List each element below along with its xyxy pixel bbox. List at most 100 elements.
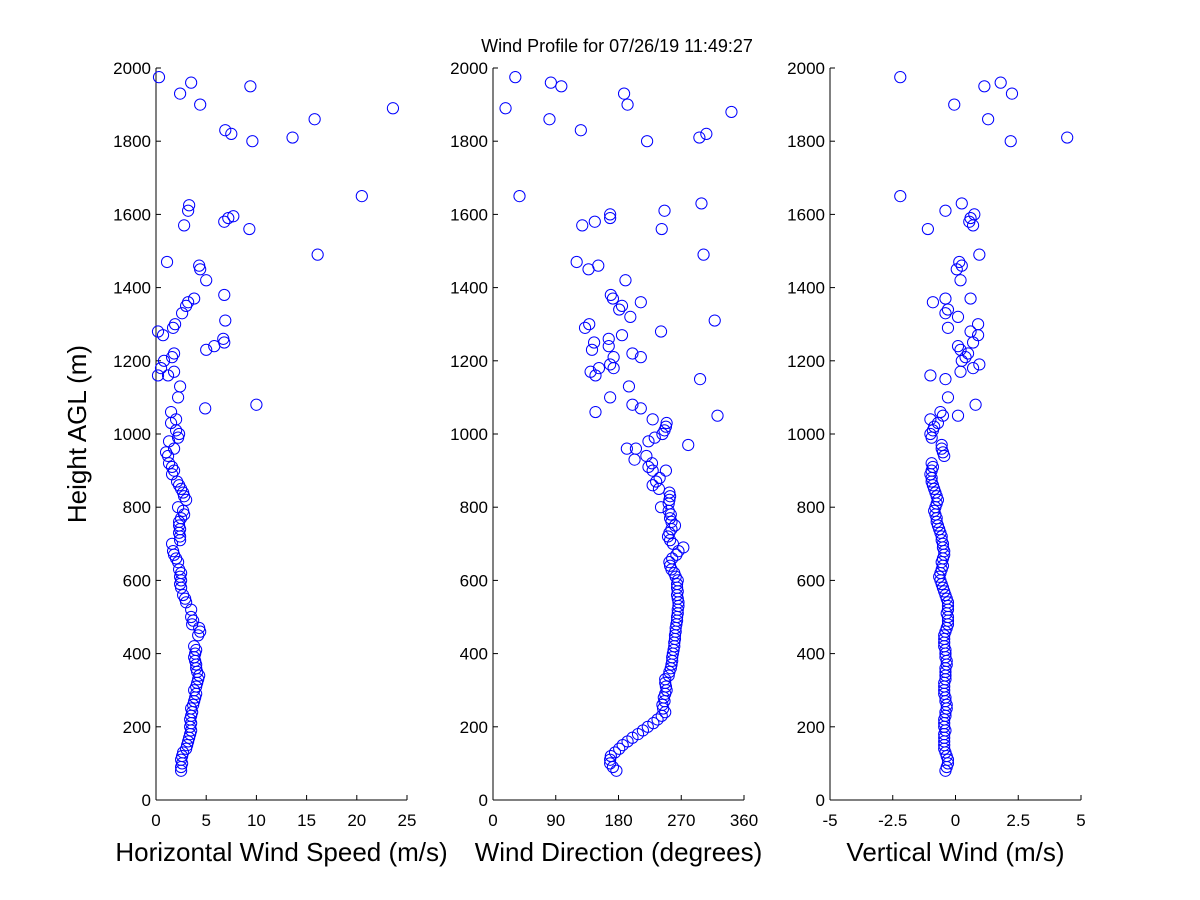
data-point-speed (151, 325, 165, 338)
data-point-speed (200, 274, 213, 287)
data-point-vertical (939, 204, 952, 217)
data-point-speed (227, 210, 240, 223)
data-point-vertical (964, 211, 977, 225)
data-point-speed (219, 314, 232, 327)
data-point-speed (172, 563, 186, 576)
y-tick-label: 600 (460, 571, 488, 590)
data-point-vertical (964, 292, 977, 305)
y-axis-label: Height AGL (m) (62, 345, 92, 523)
data-point-vertical (973, 248, 986, 261)
data-point-speed (171, 431, 185, 444)
data-point-direction (583, 318, 596, 331)
data-point-speed (222, 211, 235, 225)
data-point-speed (188, 292, 201, 305)
data-point-speed (159, 446, 173, 459)
data-point-speed (166, 545, 180, 558)
data-point-direction (658, 204, 671, 217)
data-point-direction (544, 76, 557, 89)
y-tick-label: 200 (797, 718, 825, 737)
y-tick-label: 800 (460, 498, 488, 517)
y-tick-label: 1200 (113, 352, 151, 371)
x-tick-label: 20 (347, 811, 366, 830)
data-point-speed (194, 263, 207, 276)
y-tick-label: 1200 (787, 352, 825, 371)
y-tick-label: 1000 (450, 425, 488, 444)
data-point-speed (185, 76, 198, 89)
data-point-direction (636, 724, 650, 737)
data-point-vertical (971, 318, 985, 331)
data-point-speed (217, 332, 230, 345)
data-point-direction (613, 303, 626, 316)
data-point-direction (615, 329, 629, 342)
data-point-direction (670, 548, 683, 561)
data-point-speed (244, 80, 257, 93)
y-tick-label: 0 (142, 791, 151, 810)
data-point-speed (218, 288, 231, 302)
data-point-direction (666, 552, 679, 565)
data-point-vertical (934, 405, 947, 419)
data-point-direction (624, 310, 637, 323)
data-point-direction (642, 435, 655, 448)
data-point-direction (663, 556, 676, 569)
data-point-direction (622, 380, 636, 393)
vertical-wind-panel: 0 200 400 600 800 1000 1200 1400 1600 1800 2000 -5 -… (787, 59, 1086, 867)
y-tick-label: 600 (123, 571, 151, 590)
data-point-direction (604, 757, 617, 770)
data-point-direction (589, 405, 602, 419)
data-point-speed (250, 398, 263, 411)
data-point-direction (693, 131, 706, 144)
data-point-direction (620, 442, 633, 455)
data-point-direction (708, 314, 721, 327)
data-point-direction (655, 222, 668, 236)
data-point-vertical (969, 398, 982, 411)
y-tick-label: 1600 (113, 205, 151, 224)
data-point-vertical (939, 292, 952, 305)
x-tick-label: 25 (398, 811, 417, 830)
data-point-direction (646, 479, 659, 492)
data-point-direction (659, 673, 672, 686)
data-point-vertical (951, 310, 965, 323)
data-point-direction (700, 127, 713, 140)
data-point-speed (171, 501, 185, 514)
x-axis-label: Horizontal Wind Speed (m/s) (115, 837, 447, 867)
y-tick-label: 2000 (787, 59, 825, 78)
data-point-speed (183, 731, 196, 744)
data-point-direction (584, 365, 597, 378)
data-point-speed (193, 621, 206, 635)
data-point-direction (513, 190, 526, 203)
data-point-speed (177, 504, 190, 517)
data-point-speed (194, 98, 207, 111)
data-point-speed (178, 219, 191, 232)
data-point-direction (509, 71, 522, 84)
y-tick-label: 2000 (450, 59, 488, 78)
data-point-vertical (939, 373, 952, 386)
y-tick-label: 1000 (113, 425, 151, 444)
data-point-speed (154, 362, 168, 375)
data-point-direction (663, 490, 677, 503)
x-tick-label: 180 (604, 811, 632, 830)
data-point-direction (640, 135, 654, 148)
data-point-direction (626, 398, 639, 411)
data-point-speed (177, 746, 190, 759)
data-point-vertical (935, 438, 948, 452)
data-point-direction (602, 340, 615, 353)
x-tick-label: 15 (297, 811, 316, 830)
x-axis-label: Vertical Wind (m/s) (846, 837, 1064, 867)
wind-direction-panel: 0 200 400 600 800 1000 1200 1400 1600 1800 2000 0 90… (450, 59, 762, 867)
data-point-speed (218, 215, 231, 228)
horizontal-wind-speed-panel: 0 200 400 600 800 1000 1200 1400 1600 1800 2000 0 5 1… (62, 59, 448, 867)
data-point-vertical (1061, 131, 1074, 144)
data-point-vertical (954, 365, 967, 378)
data-point-direction (621, 735, 634, 748)
data-point-direction (663, 493, 676, 506)
data-point-direction (628, 453, 641, 466)
data-point-direction (693, 373, 707, 386)
data-point-speed (188, 695, 201, 708)
data-point-direction (646, 464, 659, 477)
y-tick-label: 0 (479, 791, 488, 810)
data-point-vertical (966, 362, 980, 375)
data-point-direction (604, 391, 617, 404)
data-point-vertical (941, 391, 955, 404)
data-point-speed (172, 427, 186, 441)
data-point-speed (225, 127, 238, 140)
